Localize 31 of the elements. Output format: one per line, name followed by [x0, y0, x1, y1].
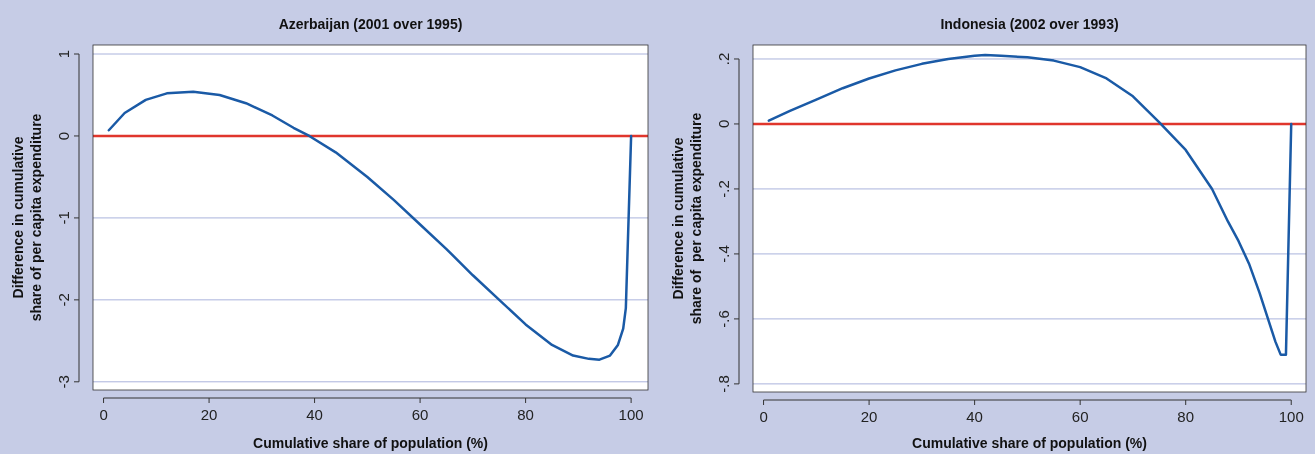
x-tick-label: 20 — [200, 406, 218, 423]
x-tick-label: 80 — [517, 406, 534, 423]
y-tick-label: 0 — [55, 131, 72, 141]
x-tick-label: 100 — [1278, 408, 1304, 425]
x-axis-title: Cumulative share of population (%) — [253, 435, 488, 451]
y-tick-label: .2 — [715, 52, 732, 66]
x-tick-label: 20 — [860, 408, 878, 425]
x-tick-label: 40 — [966, 408, 983, 425]
x-tick-label: 0 — [759, 408, 768, 425]
chart-title: Indonesia (2002 over 1993) — [940, 16, 1119, 32]
y-tick-label: -.4 — [715, 245, 732, 263]
line-series — [107, 90, 633, 361]
chart-title: Azerbaijan (2001 over 1995) — [278, 16, 463, 32]
y-tick-label: -.8 — [715, 375, 732, 393]
y-axis-title: Difference in cumulative share of per capita expenditure — [670, 112, 704, 325]
y-tick-label: -2 — [55, 293, 72, 307]
x-tick-label: 80 — [1177, 408, 1195, 425]
x-tick-label: 0 — [99, 406, 108, 423]
x-tick-label: 100 — [618, 406, 644, 423]
x-axis-title: Cumulative share of population (%) — [912, 435, 1147, 451]
y-tick-label: -1 — [55, 211, 72, 225]
y-axis-title: Difference in cumulative share of per capita expenditure — [10, 113, 44, 322]
y-tick-label: -.2 — [715, 180, 732, 198]
y-tick-label: -.6 — [715, 310, 732, 328]
x-tick-label: 60 — [411, 406, 429, 423]
x-tick-label: 40 — [306, 406, 323, 423]
x-tick-label: 60 — [1071, 408, 1089, 425]
y-tick-label: 0 — [715, 119, 732, 129]
y-tick-label: 1 — [55, 49, 72, 59]
y-tick-label: -3 — [55, 375, 72, 389]
line-series — [767, 53, 1293, 356]
